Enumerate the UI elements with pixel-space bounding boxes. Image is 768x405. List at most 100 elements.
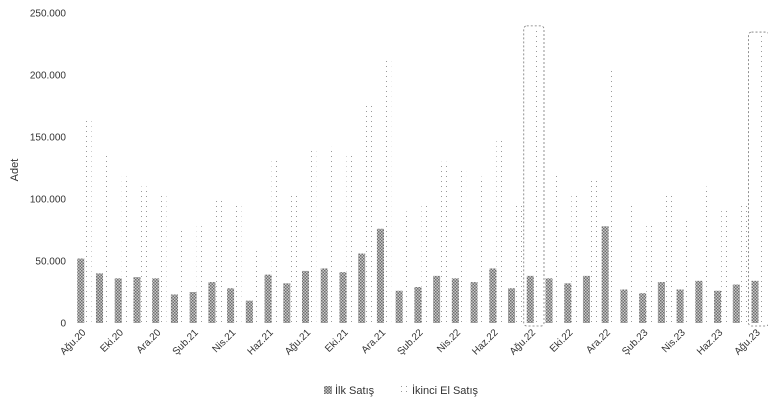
legend-label-ikinci-el-satis: İkinci El Satış <box>412 384 479 397</box>
bar-ikinci-el-satis <box>664 192 673 323</box>
bar-ilk-satis <box>376 228 385 323</box>
bar-ilk-satis <box>339 272 347 323</box>
bar-ilk-satis <box>133 277 141 323</box>
bar-ilk-satis <box>152 278 160 323</box>
bar-ilk-satis <box>564 283 572 323</box>
bar-ilk-satis <box>470 282 478 323</box>
bar-ikinci-el-satis <box>758 34 766 323</box>
bar-ikinci-el-satis <box>234 205 242 323</box>
bar-ilk-satis <box>601 226 609 323</box>
bar-ilk-satis <box>189 292 197 323</box>
bar-ikinci-el-satis <box>552 174 560 323</box>
x-tick-label: Ağu.20 <box>58 327 88 357</box>
x-tick-label: Haz.23 <box>695 327 725 357</box>
bar-ilk-satis <box>245 300 253 323</box>
bar-ikinci-el-satis <box>252 251 261 323</box>
x-tick-label: Ara.21 <box>360 327 389 356</box>
x-tick-label: Ağu.21 <box>283 327 313 357</box>
bar-ikinci-el-satis <box>290 195 298 323</box>
y-tick-label: 250.000 <box>30 9 67 20</box>
bar-ikinci-el-satis <box>477 176 485 323</box>
bar-ilk-satis <box>358 253 366 323</box>
bar-ilk-satis <box>283 283 291 323</box>
y-tick-label: 150.000 <box>30 133 67 144</box>
bar-ilk-satis <box>489 268 497 323</box>
x-tick-label: Haz.22 <box>470 327 500 357</box>
x-tick-label: Nis.23 <box>660 327 688 355</box>
bar-ikinci-el-satis <box>271 159 279 323</box>
bar-ilk-satis <box>639 293 647 323</box>
bar-ikinci-el-satis <box>721 208 729 323</box>
x-tick-label: Haz.21 <box>246 327 276 357</box>
bar-ikinci-el-satis <box>327 146 335 323</box>
bar-ilk-satis <box>302 270 310 323</box>
bar-ikinci-el-satis <box>739 205 748 323</box>
bar-ikinci-el-satis <box>515 205 523 323</box>
bar-ilk-satis <box>227 288 235 323</box>
bar-ilk-satis <box>676 289 684 323</box>
bar-ilk-satis <box>95 273 104 323</box>
bar-ilk-satis <box>451 278 459 323</box>
y-tick-label: 0 <box>60 319 66 330</box>
x-tick-label: Şub.22 <box>395 327 425 357</box>
bar-ilk-satis <box>508 288 516 323</box>
bar-ikinci-el-satis <box>309 149 317 323</box>
bar-ilk-satis <box>620 289 628 323</box>
bar-ikinci-el-satis <box>103 155 111 323</box>
x-tick-label: Ağu.22 <box>508 327 538 357</box>
bar-ikinci-el-satis <box>384 58 392 323</box>
bar-ilk-satis <box>264 274 272 323</box>
bar-ilk-satis <box>433 275 441 323</box>
x-tick-label: Ağu.23 <box>733 327 763 357</box>
bar-ilk-satis <box>582 275 591 323</box>
x-tick-label: Nis.22 <box>435 327 463 355</box>
bar-ikinci-el-satis <box>458 168 467 323</box>
bar-ilk-satis <box>751 280 759 323</box>
x-tick-label: Şub.23 <box>620 327 650 357</box>
bar-ikinci-el-satis <box>84 118 92 324</box>
bar-ilk-satis <box>714 290 722 323</box>
bar-ikinci-el-satis <box>215 199 223 323</box>
x-tick-label: Ara.20 <box>135 327 164 356</box>
bar-ilk-satis <box>414 287 422 323</box>
x-tick-label: Şub.21 <box>171 327 201 357</box>
bar-ilk-satis <box>695 280 703 323</box>
bar-ilk-satis <box>208 282 216 323</box>
bar-ikinci-el-satis <box>702 186 710 323</box>
bar-ikinci-el-satis <box>421 205 429 323</box>
bar-ilk-satis <box>114 278 122 323</box>
x-tick-label: Nis.21 <box>210 327 238 355</box>
bar-ilk-satis <box>545 278 553 323</box>
bar-ikinci-el-satis <box>365 102 373 323</box>
bar-ikinci-el-satis <box>533 27 541 323</box>
x-tick-label: Eki.21 <box>323 327 351 355</box>
y-axis-title: Adet <box>9 159 21 182</box>
y-tick-label: 100.000 <box>30 195 67 206</box>
bar-ilk-satis <box>77 258 85 323</box>
bar-ikinci-el-satis <box>178 230 186 323</box>
bar-ikinci-el-satis <box>196 226 204 323</box>
highlight-box <box>523 25 545 327</box>
bar-ikinci-el-satis <box>402 211 410 323</box>
legend: İlk Satış İkinci El Satış <box>324 384 479 397</box>
x-tick-label: Eki.22 <box>548 327 576 355</box>
bar-ilk-satis <box>170 294 179 323</box>
bar-ikinci-el-satis <box>159 192 167 323</box>
bar-ikinci-el-satis <box>440 161 448 323</box>
bar-ilk-satis <box>526 275 534 323</box>
bar-ikinci-el-satis <box>627 205 635 323</box>
y-tick-label: 50.000 <box>35 257 66 268</box>
legend-label-ilk-satis: İlk Satış <box>335 384 375 397</box>
y-tick-label: 200.000 <box>30 71 67 82</box>
bar-ikinci-el-satis <box>608 67 616 323</box>
bar-ilk-satis <box>320 268 328 323</box>
x-tick-label: Ara.22 <box>584 327 613 356</box>
bar-ikinci-el-satis <box>121 176 129 323</box>
bar-ikinci-el-satis <box>496 137 504 323</box>
bar-ilk-satis <box>657 282 665 323</box>
bar-ilk-satis <box>395 290 403 323</box>
bar-ikinci-el-satis <box>646 223 654 323</box>
bar-ikinci-el-satis <box>683 217 691 323</box>
bar-ilk-satis <box>732 284 740 323</box>
